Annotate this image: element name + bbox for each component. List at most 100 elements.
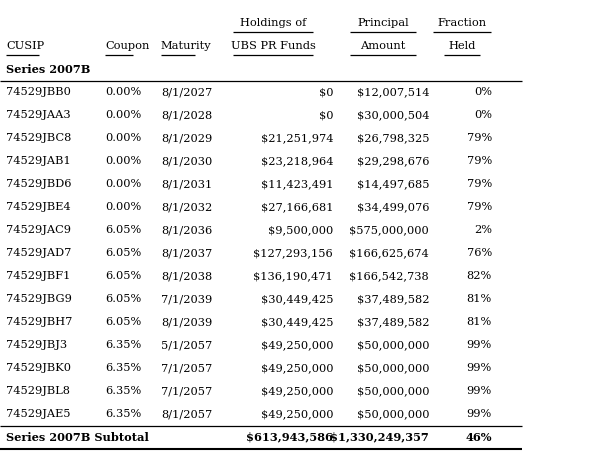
Text: $29,298,676: $29,298,676 bbox=[356, 156, 429, 166]
Text: 2%: 2% bbox=[474, 225, 492, 235]
Text: 74529JBF1: 74529JBF1 bbox=[6, 271, 70, 281]
Text: 8/1/2036: 8/1/2036 bbox=[161, 225, 212, 235]
Text: 74529JBJ3: 74529JBJ3 bbox=[6, 340, 67, 350]
Text: 6.35%: 6.35% bbox=[105, 363, 141, 373]
Text: Principal: Principal bbox=[357, 18, 409, 28]
Text: 6.05%: 6.05% bbox=[105, 225, 141, 235]
Text: $37,489,582: $37,489,582 bbox=[356, 294, 429, 304]
Text: 74529JBK0: 74529JBK0 bbox=[6, 363, 71, 373]
Text: 0.00%: 0.00% bbox=[105, 156, 141, 166]
Text: 5/1/2057: 5/1/2057 bbox=[161, 340, 212, 350]
Text: 79%: 79% bbox=[467, 179, 492, 189]
Text: 6.35%: 6.35% bbox=[105, 340, 141, 350]
Text: 74529JBG9: 74529JBG9 bbox=[6, 294, 72, 304]
Text: $37,489,582: $37,489,582 bbox=[356, 317, 429, 327]
Text: 74529JAE5: 74529JAE5 bbox=[6, 409, 71, 419]
Text: $50,000,000: $50,000,000 bbox=[356, 409, 429, 419]
Text: $49,250,000: $49,250,000 bbox=[260, 340, 333, 350]
Text: CUSIP: CUSIP bbox=[6, 41, 44, 51]
Text: $21,251,974: $21,251,974 bbox=[260, 133, 333, 143]
Text: 74529JAD7: 74529JAD7 bbox=[6, 248, 71, 258]
Text: 8/1/2029: 8/1/2029 bbox=[161, 133, 212, 143]
Text: $136,190,471: $136,190,471 bbox=[253, 271, 333, 281]
Text: $12,007,514: $12,007,514 bbox=[356, 87, 429, 97]
Text: 6.05%: 6.05% bbox=[105, 294, 141, 304]
Text: 79%: 79% bbox=[467, 202, 492, 212]
Text: $26,798,325: $26,798,325 bbox=[356, 133, 429, 143]
Text: $50,000,000: $50,000,000 bbox=[356, 340, 429, 350]
Text: $30,449,425: $30,449,425 bbox=[260, 317, 333, 327]
Text: 79%: 79% bbox=[467, 133, 492, 143]
Text: $0: $0 bbox=[319, 110, 333, 120]
Text: 79%: 79% bbox=[467, 156, 492, 166]
Text: Fraction: Fraction bbox=[437, 18, 487, 28]
Text: 8/1/2039: 8/1/2039 bbox=[161, 317, 212, 327]
Text: 0.00%: 0.00% bbox=[105, 110, 141, 120]
Text: 99%: 99% bbox=[467, 386, 492, 396]
Text: $50,000,000: $50,000,000 bbox=[356, 386, 429, 396]
Text: $49,250,000: $49,250,000 bbox=[260, 409, 333, 419]
Text: $23,218,964: $23,218,964 bbox=[260, 156, 333, 166]
Text: 74529JAB1: 74529JAB1 bbox=[6, 156, 71, 166]
Text: $166,625,674: $166,625,674 bbox=[349, 248, 429, 258]
Text: 0%: 0% bbox=[474, 110, 492, 120]
Text: 82%: 82% bbox=[467, 271, 492, 281]
Text: 74529JBD6: 74529JBD6 bbox=[6, 179, 71, 189]
Text: Held: Held bbox=[448, 41, 476, 51]
Text: $575,000,000: $575,000,000 bbox=[349, 225, 429, 235]
Text: 8/1/2038: 8/1/2038 bbox=[161, 271, 212, 281]
Text: 8/1/2032: 8/1/2032 bbox=[161, 202, 212, 212]
Text: $34,499,076: $34,499,076 bbox=[356, 202, 429, 212]
Text: 6.05%: 6.05% bbox=[105, 271, 141, 281]
Text: 81%: 81% bbox=[467, 317, 492, 327]
Text: 7/1/2039: 7/1/2039 bbox=[161, 294, 212, 304]
Text: 8/1/2027: 8/1/2027 bbox=[161, 87, 212, 97]
Text: $11,423,491: $11,423,491 bbox=[260, 179, 333, 189]
Text: 74529JAC9: 74529JAC9 bbox=[6, 225, 71, 235]
Text: 8/1/2057: 8/1/2057 bbox=[161, 409, 212, 419]
Text: 8/1/2037: 8/1/2037 bbox=[161, 248, 212, 258]
Text: $49,250,000: $49,250,000 bbox=[260, 363, 333, 373]
Text: 76%: 76% bbox=[467, 248, 492, 258]
Text: Amount: Amount bbox=[360, 41, 406, 51]
Text: 99%: 99% bbox=[467, 363, 492, 373]
Text: UBS PR Funds: UBS PR Funds bbox=[230, 41, 316, 51]
Text: Holdings of: Holdings of bbox=[240, 18, 306, 28]
Text: 74529JBB0: 74529JBB0 bbox=[6, 87, 71, 97]
Text: 99%: 99% bbox=[467, 340, 492, 350]
Text: $50,000,000: $50,000,000 bbox=[356, 363, 429, 373]
Text: $30,449,425: $30,449,425 bbox=[260, 294, 333, 304]
Text: $14,497,685: $14,497,685 bbox=[356, 179, 429, 189]
Text: 0%: 0% bbox=[474, 87, 492, 97]
Text: 74529JBH7: 74529JBH7 bbox=[6, 317, 73, 327]
Text: $166,542,738: $166,542,738 bbox=[349, 271, 429, 281]
Text: 46%: 46% bbox=[466, 431, 492, 443]
Text: 6.05%: 6.05% bbox=[105, 317, 141, 327]
Text: $30,000,504: $30,000,504 bbox=[356, 110, 429, 120]
Text: 6.35%: 6.35% bbox=[105, 409, 141, 419]
Text: Maturity: Maturity bbox=[161, 41, 211, 51]
Text: 74529JBL8: 74529JBL8 bbox=[6, 386, 70, 396]
Text: 8/1/2028: 8/1/2028 bbox=[161, 110, 212, 120]
Text: 74529JBE4: 74529JBE4 bbox=[6, 202, 71, 212]
Text: 0.00%: 0.00% bbox=[105, 179, 141, 189]
Text: Series 2007B: Series 2007B bbox=[6, 64, 91, 75]
Text: Coupon: Coupon bbox=[105, 41, 149, 51]
Text: $49,250,000: $49,250,000 bbox=[260, 386, 333, 396]
Text: Series 2007B Subtotal: Series 2007B Subtotal bbox=[6, 431, 149, 443]
Text: $0: $0 bbox=[319, 87, 333, 97]
Text: 6.05%: 6.05% bbox=[105, 248, 141, 258]
Text: 74529JAA3: 74529JAA3 bbox=[6, 110, 71, 120]
Text: 8/1/2031: 8/1/2031 bbox=[161, 179, 212, 189]
Text: $1,330,249,357: $1,330,249,357 bbox=[330, 431, 429, 443]
Text: $27,166,681: $27,166,681 bbox=[260, 202, 333, 212]
Text: $613,943,586: $613,943,586 bbox=[246, 431, 333, 443]
Text: 99%: 99% bbox=[467, 409, 492, 419]
Text: 7/1/2057: 7/1/2057 bbox=[161, 363, 212, 373]
Text: 81%: 81% bbox=[467, 294, 492, 304]
Text: 7/1/2057: 7/1/2057 bbox=[161, 386, 212, 396]
Text: 0.00%: 0.00% bbox=[105, 87, 141, 97]
Text: 0.00%: 0.00% bbox=[105, 133, 141, 143]
Text: 8/1/2030: 8/1/2030 bbox=[161, 156, 212, 166]
Text: $9,500,000: $9,500,000 bbox=[268, 225, 333, 235]
